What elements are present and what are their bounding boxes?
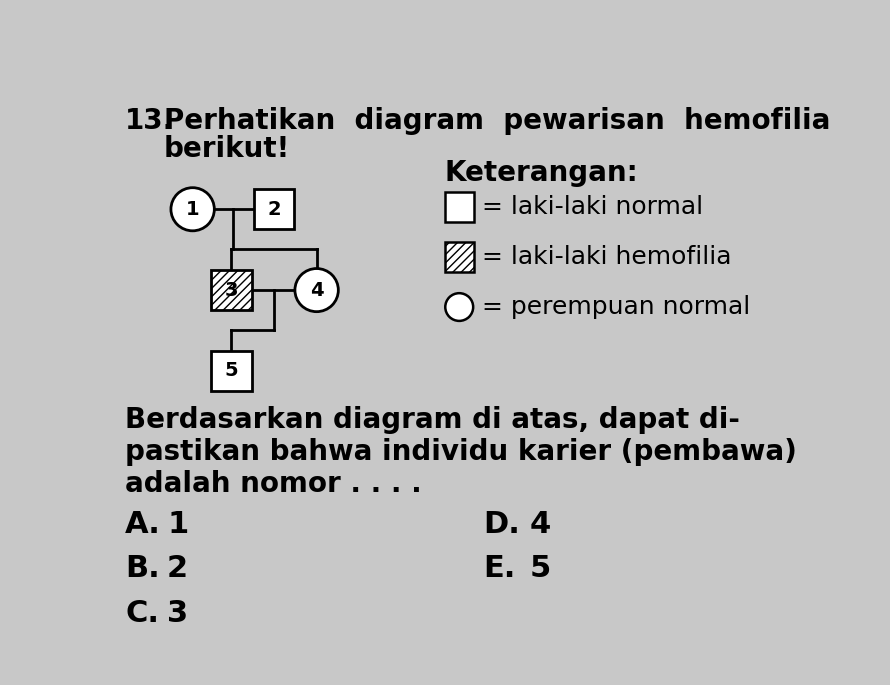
Text: 13.: 13.	[125, 107, 174, 135]
Text: 4: 4	[530, 510, 551, 538]
Text: 3: 3	[224, 281, 239, 299]
Text: 1: 1	[167, 510, 189, 538]
Circle shape	[171, 188, 214, 231]
Text: 1: 1	[186, 200, 199, 219]
Circle shape	[445, 293, 473, 321]
Text: 5: 5	[530, 554, 551, 583]
Bar	[444, 242, 474, 272]
Text: 2: 2	[167, 554, 188, 583]
Bar	[211, 270, 252, 310]
Text: adalah nomor . . . .: adalah nomor . . . .	[125, 471, 422, 498]
Text: E.: E.	[483, 554, 515, 583]
Text: = laki-laki hemofilia: = laki-laki hemofilia	[481, 245, 732, 269]
Text: = perempuan normal: = perempuan normal	[481, 295, 750, 319]
Text: A.: A.	[125, 510, 161, 538]
Bar	[211, 351, 252, 391]
Text: = laki-laki normal: = laki-laki normal	[481, 195, 703, 219]
Text: Perhatikan  diagram  pewarisan  hemofilia: Perhatikan diagram pewarisan hemofilia	[164, 107, 830, 135]
Text: Keterangan:: Keterangan:	[444, 159, 638, 187]
Text: 2: 2	[267, 200, 281, 219]
Bar	[444, 192, 474, 221]
Text: 5: 5	[224, 362, 239, 380]
Text: C.: C.	[125, 599, 159, 628]
Text: B.: B.	[125, 554, 160, 583]
Text: berikut!: berikut!	[164, 134, 290, 162]
Text: pastikan bahwa individu karier (pembawa): pastikan bahwa individu karier (pembawa)	[125, 438, 797, 466]
Circle shape	[295, 269, 338, 312]
Text: D.: D.	[483, 510, 520, 538]
Text: Berdasarkan diagram di atas, dapat di-: Berdasarkan diagram di atas, dapat di-	[125, 406, 740, 434]
Text: 3: 3	[167, 599, 188, 628]
Text: 4: 4	[310, 281, 323, 299]
Bar	[254, 189, 295, 229]
